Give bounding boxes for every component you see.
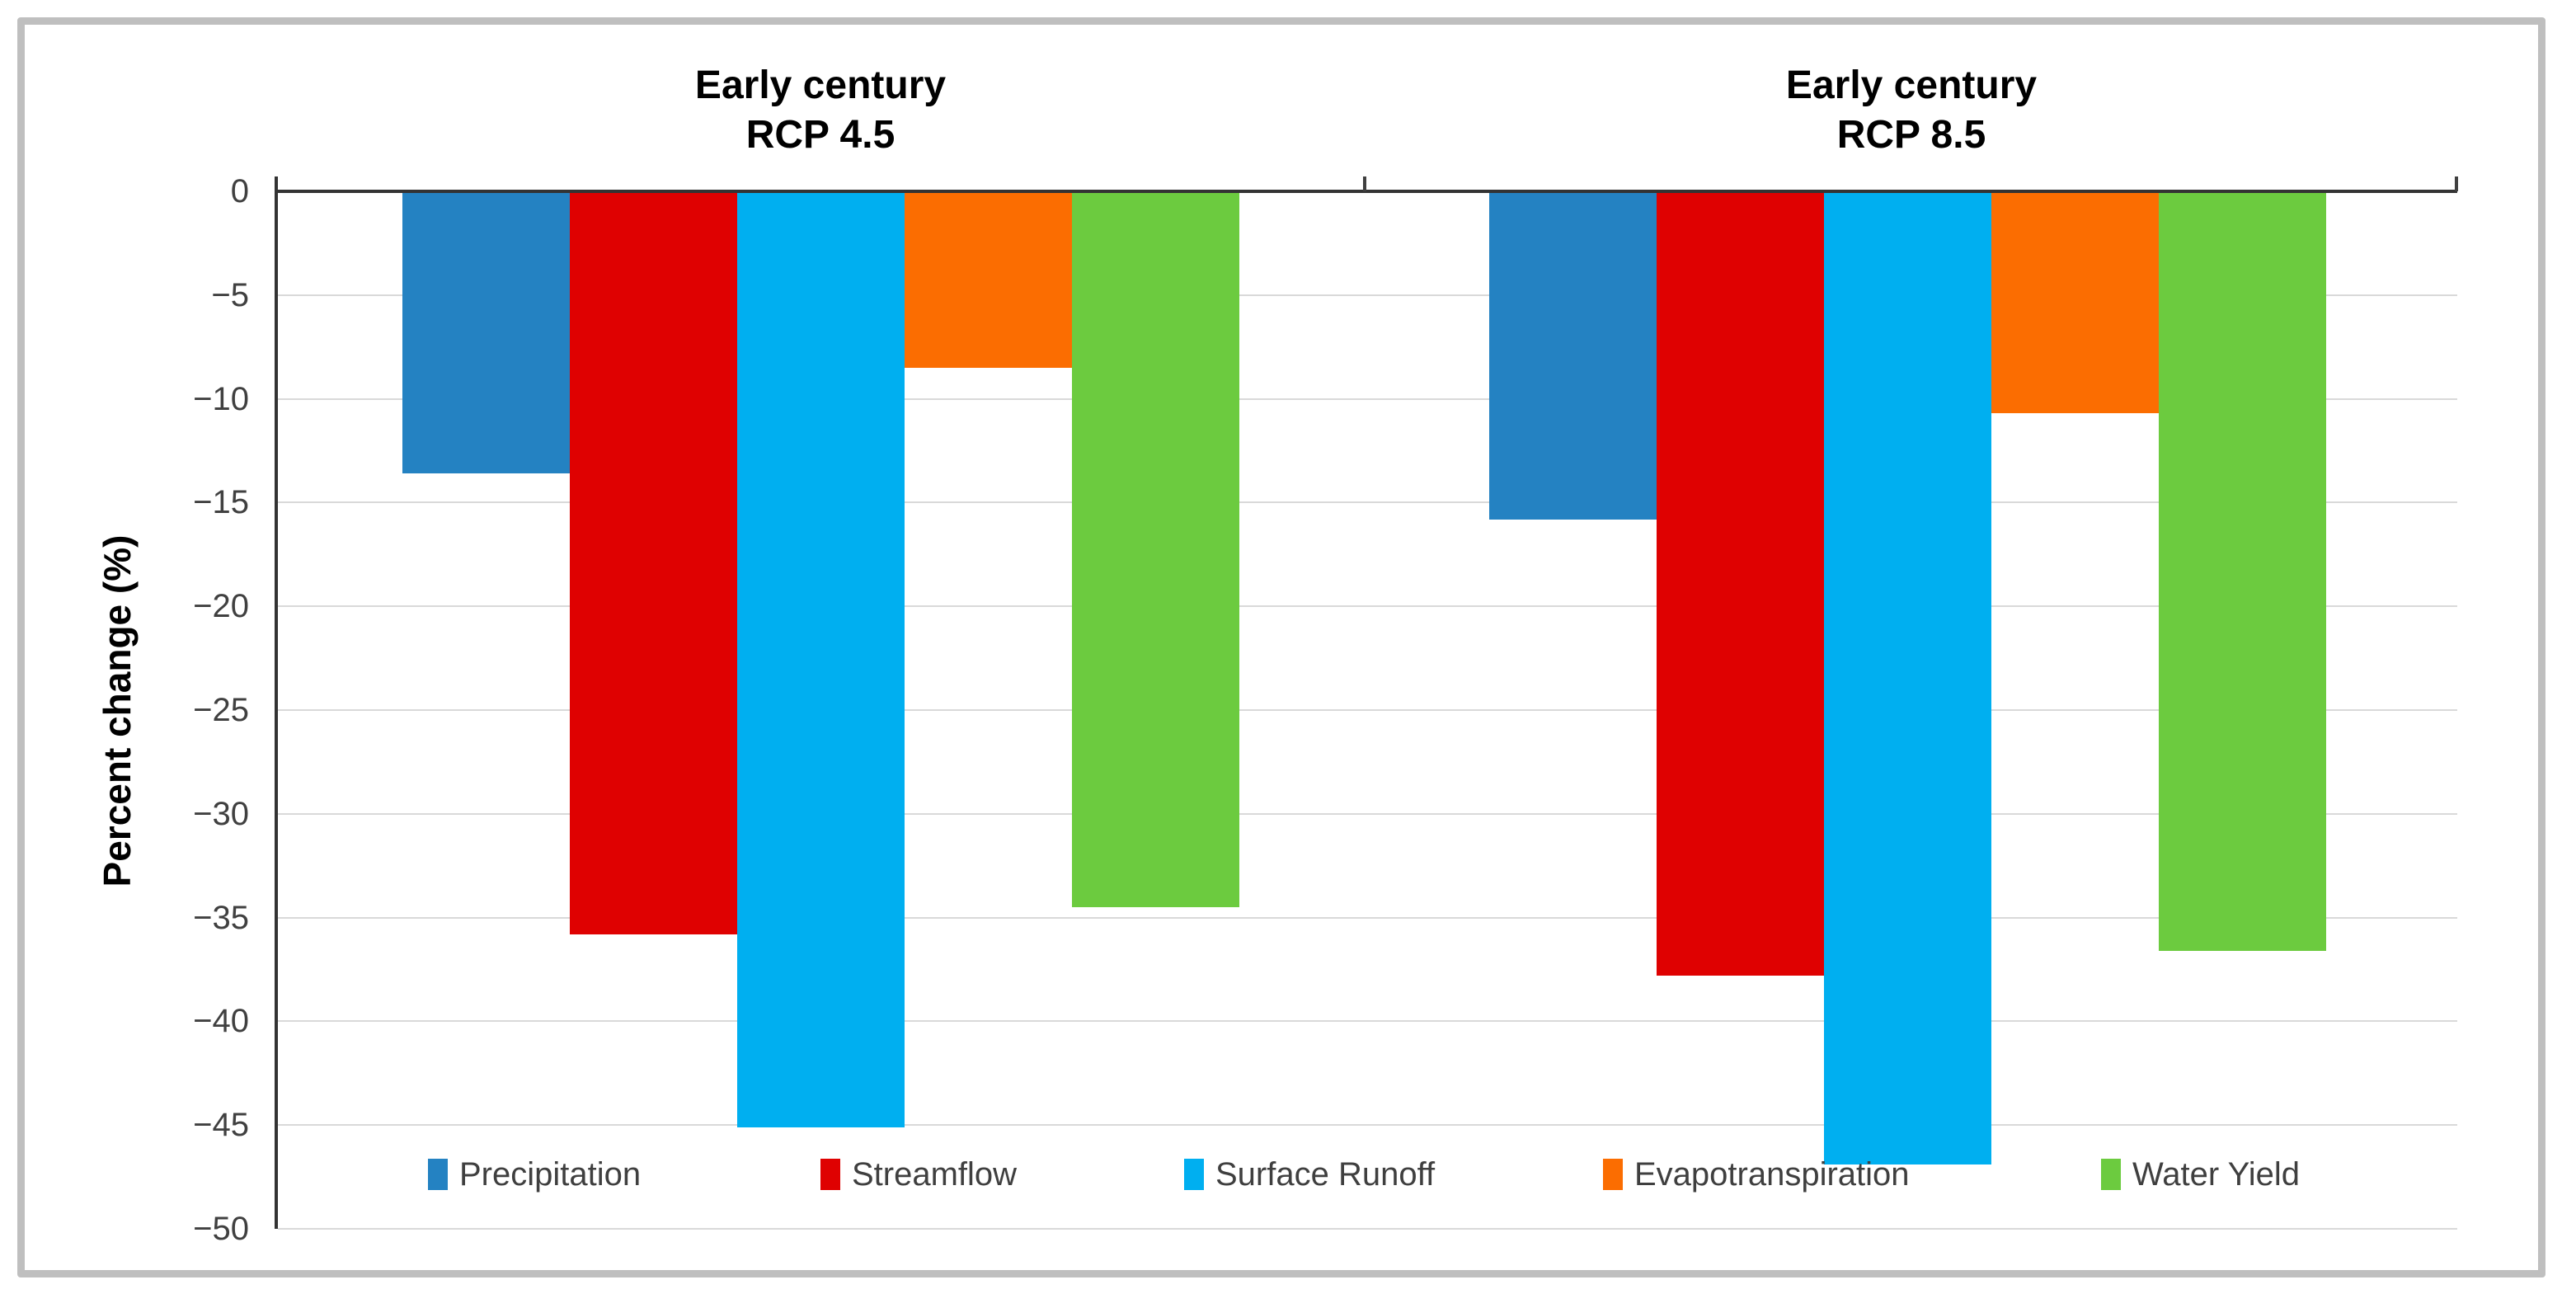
gridline bbox=[278, 1020, 2457, 1022]
category-boundary-tick bbox=[2455, 176, 2458, 191]
group-title-line1: Early century bbox=[1785, 64, 2038, 107]
legend-swatch-icon bbox=[1603, 1159, 1623, 1190]
y-tick-label: −20 bbox=[193, 588, 249, 624]
bar-streamflow-rcp85 bbox=[1657, 193, 1824, 976]
bar-water-yield-rcp85 bbox=[2159, 193, 2326, 951]
legend-swatch-icon bbox=[2101, 1159, 2121, 1190]
group-title-line2: RCP 4.5 bbox=[745, 113, 895, 157]
legend-label: Precipitation bbox=[459, 1156, 642, 1193]
legend-swatch-icon bbox=[820, 1159, 840, 1190]
y-tick-label: −10 bbox=[193, 381, 249, 417]
y-tick-label: −15 bbox=[193, 484, 249, 520]
y-tick-label: 0 bbox=[230, 173, 249, 209]
y-tick-label: −25 bbox=[193, 692, 249, 728]
group-title-line2: RCP 8.5 bbox=[1836, 113, 1986, 157]
legend-label: Surface Runoff bbox=[1215, 1156, 1436, 1193]
gridline bbox=[278, 398, 2457, 400]
bar-streamflow-rcp45 bbox=[570, 193, 737, 934]
group-title-rcp45: Early century RCP 4.5 bbox=[532, 61, 1109, 160]
legend-label: Water Yield bbox=[2132, 1156, 2301, 1193]
y-tick-label: −5 bbox=[211, 277, 249, 313]
y-tick-label: −35 bbox=[193, 900, 249, 936]
gridline bbox=[278, 294, 2457, 296]
bar-precipitation-rcp45 bbox=[402, 193, 570, 473]
gridline bbox=[278, 501, 2457, 503]
y-axis-line bbox=[275, 176, 278, 1229]
bar-surface-runoff-rcp85 bbox=[1824, 193, 1991, 1164]
gridline bbox=[278, 709, 2457, 711]
bar-surface-runoff-rcp45 bbox=[737, 193, 905, 1127]
gridline bbox=[278, 1124, 2457, 1126]
gridline bbox=[278, 1228, 2457, 1230]
legend-label: Streamflow bbox=[852, 1156, 1018, 1193]
legend-swatch-icon bbox=[428, 1159, 448, 1190]
gridline bbox=[278, 605, 2457, 607]
y-tick-label: −45 bbox=[193, 1107, 249, 1143]
bar-water-yield-rcp45 bbox=[1072, 193, 1239, 907]
bar-evapotranspiration-rcp45 bbox=[905, 193, 1072, 368]
group-title-line1: Early century bbox=[694, 64, 947, 107]
y-tick-label: −50 bbox=[193, 1211, 249, 1247]
zero-axis-line bbox=[275, 190, 2457, 193]
legend-label: Evapotranspiration bbox=[1634, 1156, 1910, 1193]
category-boundary-tick bbox=[1363, 176, 1366, 191]
y-tick-label: −40 bbox=[193, 1003, 249, 1039]
group-title-rcp85: Early century RCP 8.5 bbox=[1623, 61, 2200, 160]
bar-precipitation-rcp85 bbox=[1489, 193, 1657, 520]
bar-evapotranspiration-rcp85 bbox=[1991, 193, 2159, 413]
legend-swatch-icon bbox=[1184, 1159, 1204, 1190]
gridline bbox=[278, 917, 2457, 919]
gridline bbox=[278, 813, 2457, 815]
y-tick-label: −30 bbox=[193, 796, 249, 832]
